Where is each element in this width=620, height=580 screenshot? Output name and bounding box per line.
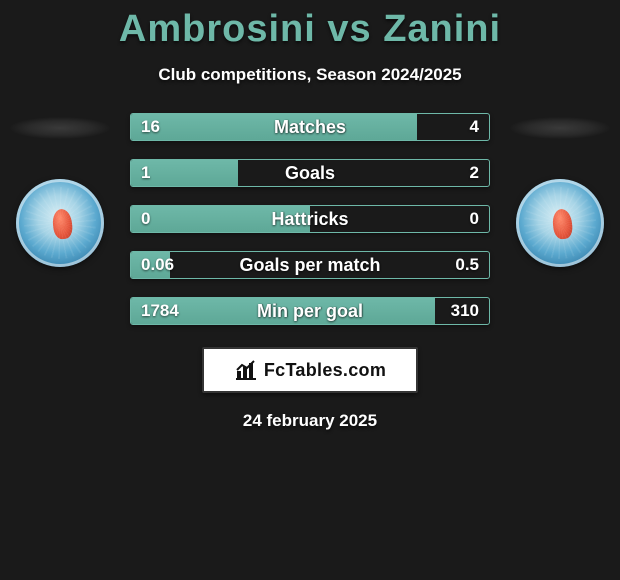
stat-bar-fill-left (131, 160, 238, 186)
comparison-card: Ambrosini vs Zanini Club competitions, S… (0, 0, 620, 431)
stat-bar-fill-left (131, 298, 435, 324)
stat-bar: Hattricks00 (130, 205, 490, 233)
stat-bar: Goals per match0.060.5 (130, 251, 490, 279)
stat-bar-fill-left (131, 252, 170, 278)
brand-text: FcTables.com (264, 360, 386, 381)
stat-bar-fill-right (417, 114, 489, 140)
chart-icon (234, 359, 258, 381)
brand-badge[interactable]: FcTables.com (202, 347, 418, 393)
player-left-col (0, 113, 120, 267)
club-badge-left (16, 179, 104, 267)
stat-bar-fill-right (310, 206, 489, 232)
player-silhouette-right (510, 117, 610, 139)
subtitle: Club competitions, Season 2024/2025 (0, 65, 620, 85)
stat-bar-fill-right (238, 160, 489, 186)
player-right-col (500, 113, 620, 267)
stats-bars: Matches164 Goals12 Hattricks00 Goals per ma… (120, 113, 500, 325)
player-silhouette-left (10, 117, 110, 139)
page-title: Ambrosini vs Zanini (0, 8, 620, 51)
stat-bar-fill-right (435, 298, 489, 324)
stat-bar-fill-right (170, 252, 489, 278)
stat-bar-fill-left (131, 114, 417, 140)
stat-bar-fill-left (131, 206, 310, 232)
stat-bar: Min per goal1784310 (130, 297, 490, 325)
club-badge-right (516, 179, 604, 267)
main-row: Matches164 Goals12 Hattricks00 Goals per ma… (0, 113, 620, 325)
stat-bar: Goals12 (130, 159, 490, 187)
stat-bar: Matches164 (130, 113, 490, 141)
date-line: 24 february 2025 (0, 411, 620, 431)
